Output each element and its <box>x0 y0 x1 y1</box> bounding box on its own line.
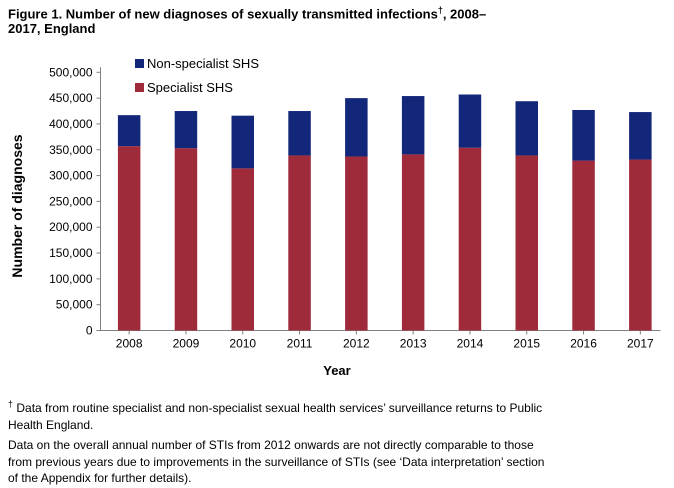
svg-text:150,000: 150,000 <box>49 246 93 260</box>
svg-text:100,000: 100,000 <box>49 272 93 286</box>
svg-text:2014: 2014 <box>457 337 484 351</box>
svg-text:2017: 2017 <box>627 337 654 351</box>
svg-text:2015: 2015 <box>513 337 540 351</box>
svg-text:2011: 2011 <box>287 337 313 351</box>
svg-text:250,000: 250,000 <box>49 194 93 208</box>
svg-text:350,000: 350,000 <box>49 143 93 157</box>
svg-text:0: 0 <box>86 324 93 338</box>
svg-text:2008: 2008 <box>116 337 143 351</box>
svg-text:2012: 2012 <box>343 337 370 351</box>
svg-text:2013: 2013 <box>400 337 427 351</box>
svg-text:50,000: 50,000 <box>56 298 93 312</box>
svg-text:400,000: 400,000 <box>49 117 93 131</box>
svg-text:500,000: 500,000 <box>49 65 93 79</box>
svg-text:2009: 2009 <box>173 337 200 351</box>
svg-text:2010: 2010 <box>229 337 256 351</box>
svg-text:450,000: 450,000 <box>49 91 93 105</box>
svg-text:200,000: 200,000 <box>49 220 93 234</box>
svg-text:300,000: 300,000 <box>49 169 93 183</box>
svg-text:2016: 2016 <box>570 337 597 351</box>
